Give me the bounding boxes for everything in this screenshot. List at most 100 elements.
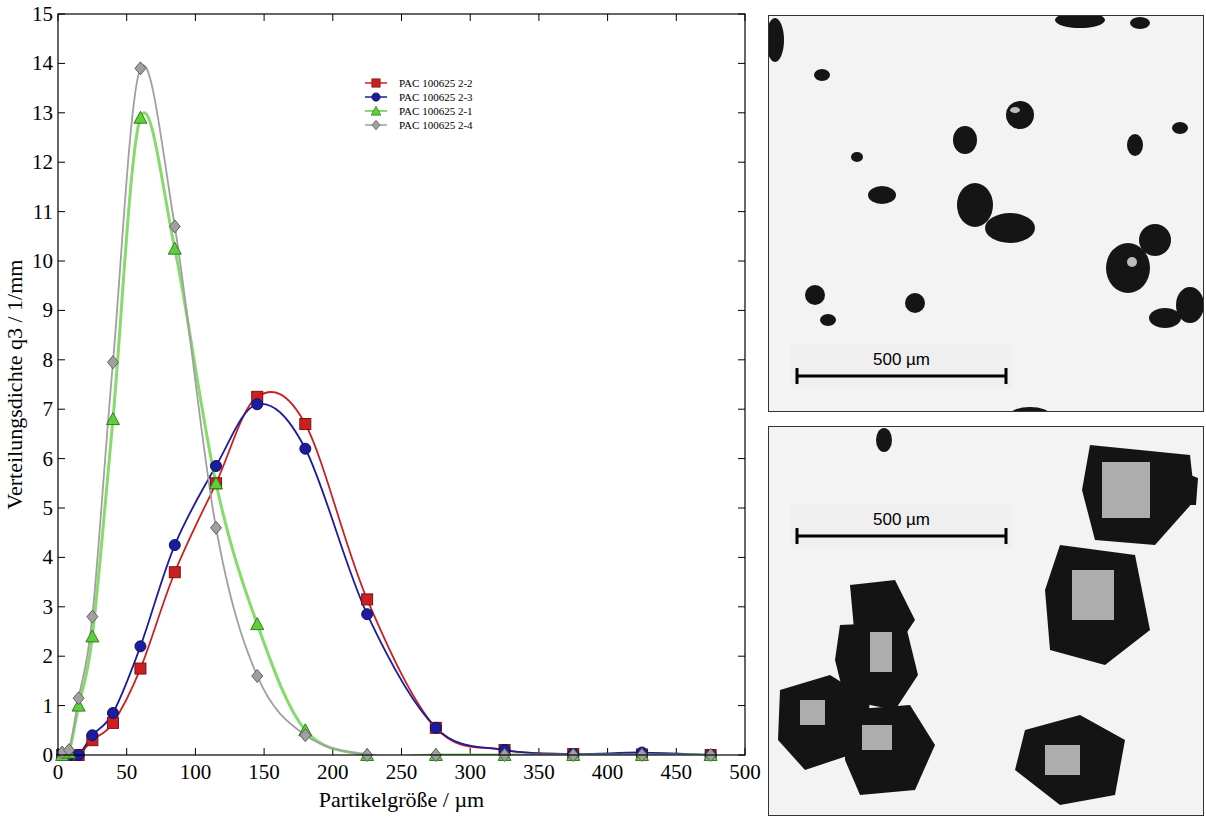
x-tick-label: 250 [386, 760, 418, 784]
data-point [362, 594, 373, 605]
data-point [168, 242, 181, 254]
y-tick [58, 63, 65, 64]
markers [56, 62, 718, 762]
x-tick-label: 50 [116, 760, 137, 784]
y-tick [58, 310, 65, 311]
y-tick [58, 656, 65, 657]
x-tick [676, 14, 677, 21]
scale-bar [797, 535, 1006, 538]
y-tick-label: 3 [43, 595, 54, 619]
y-tick-label: 2 [43, 644, 54, 668]
data-point [107, 717, 118, 728]
data-point [252, 399, 263, 410]
series-line [62, 65, 711, 755]
y-tick-label: 12 [32, 150, 53, 174]
y-tick [738, 359, 745, 360]
data-point [252, 669, 263, 682]
y-tick [58, 162, 65, 163]
particle [1149, 308, 1181, 328]
x-tick [401, 14, 402, 21]
y-tick-label: 1 [43, 694, 54, 718]
data-point [210, 477, 223, 489]
y-tick-label: 9 [43, 298, 54, 322]
legend: PAC 100625 2-2 PAC 100625 2-3 PAC 100625 2… [365, 77, 473, 131]
y-tick [58, 261, 65, 262]
lines [62, 65, 711, 755]
legend-label: PAC 100625 2-3 [399, 91, 473, 103]
x-tick [195, 748, 196, 755]
particle [1127, 134, 1143, 156]
data-point [87, 610, 98, 623]
axes: 0501001502002503003504004505000123456789… [32, 2, 761, 784]
crystal [1045, 545, 1150, 665]
y-tick-label: 8 [43, 348, 54, 372]
crystal-facet [1072, 570, 1114, 620]
data-point [135, 641, 146, 652]
particle [1130, 17, 1150, 29]
x-tick [264, 748, 265, 755]
scale-bar-end [796, 528, 799, 544]
crystal [1015, 715, 1125, 805]
legend-marker [372, 120, 380, 130]
particle [953, 126, 977, 154]
y-axis-title: Verteilungsdichte q3 / 1/mm [2, 260, 27, 510]
y-tick [738, 211, 745, 212]
legend-label: PAC 100625 2-4 [399, 119, 473, 131]
data-point [300, 729, 311, 742]
legend-marker [371, 106, 381, 115]
y-tick [58, 557, 65, 558]
legend-marker [372, 93, 380, 101]
y-tick [58, 458, 65, 459]
photo-frame [769, 16, 1204, 412]
x-tick [538, 14, 539, 21]
x-tick [126, 14, 127, 21]
photo-background [768, 426, 1204, 816]
y-tick-label: 6 [43, 447, 54, 471]
y-tick [58, 508, 65, 509]
data-point [211, 521, 222, 534]
crystal [1165, 465, 1198, 505]
y-tick [738, 606, 745, 607]
data-point [106, 413, 119, 425]
data-point [169, 220, 180, 233]
y-tick [738, 409, 745, 410]
scale-bar [797, 375, 1006, 378]
particle-highlight [1010, 107, 1020, 113]
y-tick-label: 11 [33, 200, 53, 224]
photo-background [768, 15, 1204, 412]
particle [851, 152, 863, 162]
y-tick [738, 162, 745, 163]
particle [1006, 101, 1034, 129]
x-tick [607, 14, 608, 21]
legend-label: PAC 100625 2-1 [399, 105, 473, 117]
figure: 0501001502002503003504004505000123456789… [0, 0, 1206, 828]
y-tick [738, 63, 745, 64]
x-tick-label: 500 [729, 760, 761, 784]
data-point [107, 708, 118, 719]
x-tick-label: 450 [661, 760, 693, 784]
particle [876, 428, 892, 452]
x-tick [195, 14, 196, 21]
particle-highlight [1127, 257, 1137, 267]
x-tick [470, 14, 471, 21]
y-tick-label: 15 [32, 2, 53, 26]
particle [868, 186, 896, 204]
plot-frame [58, 14, 745, 755]
series-line [62, 113, 711, 755]
x-axis-title: Partikelgröße / µm [319, 787, 484, 812]
data-point [169, 567, 180, 578]
y-tick [738, 261, 745, 262]
scale-bar-end [1005, 368, 1008, 384]
y-tick [58, 606, 65, 607]
y-tick [738, 112, 745, 113]
photo-frame [769, 427, 1204, 816]
legend-label: PAC 100625 2-2 [399, 77, 473, 89]
y-tick [738, 705, 745, 706]
scale-bar-end [796, 368, 799, 384]
x-tick-label: 350 [523, 760, 555, 784]
y-tick [58, 359, 65, 360]
data-point [73, 692, 84, 705]
x-tick-label: 100 [180, 760, 212, 784]
data-point [87, 730, 98, 741]
photo-content [768, 15, 1204, 412]
